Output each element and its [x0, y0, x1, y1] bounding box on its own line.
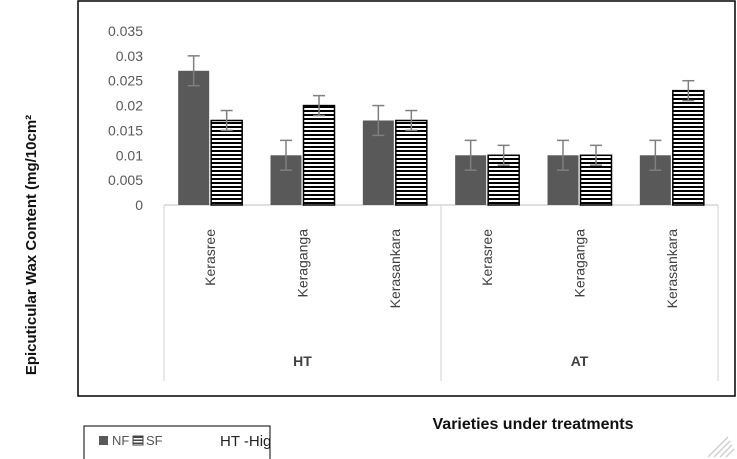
category-label: Kerasree	[202, 229, 218, 286]
legend-label-sf: SF	[146, 433, 163, 448]
y-tick-label: 0.025	[108, 73, 143, 89]
group-label: AT	[571, 353, 589, 369]
category-label: Keraganga	[572, 229, 588, 298]
y-tick-label: 0.03	[116, 48, 143, 64]
error-bar	[187, 55, 200, 87]
error-bar	[220, 109, 233, 132]
legend-swatch-nf	[99, 436, 108, 445]
y-tick-label: 0.015	[108, 122, 143, 138]
error-bars	[187, 55, 695, 171]
y-tick-label: 0.02	[116, 98, 143, 114]
error-bar	[464, 139, 477, 171]
y-tick-label: 0	[135, 197, 143, 213]
y-tick-label: 0.01	[116, 147, 143, 163]
group-label: HT	[293, 353, 312, 369]
legend-swatch-sf	[132, 435, 144, 446]
error-bar	[405, 109, 418, 132]
error-bar	[557, 139, 569, 171]
bar-nf	[178, 70, 210, 206]
category-label: Keraganga	[295, 229, 311, 298]
category-label: Kerasankara	[664, 229, 680, 309]
error-bar	[372, 104, 385, 137]
error-bar	[497, 144, 510, 166]
y-tick-label: 0.005	[108, 172, 143, 188]
x-axis-label: Varieties under treatments	[433, 416, 634, 433]
bar-sf	[302, 104, 336, 206]
error-bar	[280, 139, 292, 171]
error-bar	[682, 79, 695, 102]
legend-note: HT -Hig	[220, 433, 271, 450]
legend: NF SF HT -Hig	[83, 425, 271, 459]
error-bar	[313, 94, 325, 117]
bar-sf	[672, 89, 705, 206]
resize-grip-icon[interactable]	[707, 436, 735, 458]
bar-sf	[395, 119, 428, 206]
category-axis: Kerasree Keraganga Kerasankara Kerasree Kera…	[163, 204, 719, 381]
error-bar	[649, 139, 662, 171]
legend-box	[83, 425, 271, 459]
legend-label-nf: NF	[112, 433, 129, 448]
y-axis-label: Epicuticular Wax Content (mg/10cm²	[23, 115, 40, 375]
y-axis-ticks: 0 0.005 0.01 0.015 0.02 0.025 0.03 0.035	[108, 23, 143, 213]
error-bar	[590, 144, 602, 166]
category-label: Kerasree	[479, 229, 495, 286]
y-tick-label: 0.035	[108, 23, 143, 39]
category-label: Kerasankara	[387, 229, 403, 309]
bar-sf	[210, 119, 243, 206]
